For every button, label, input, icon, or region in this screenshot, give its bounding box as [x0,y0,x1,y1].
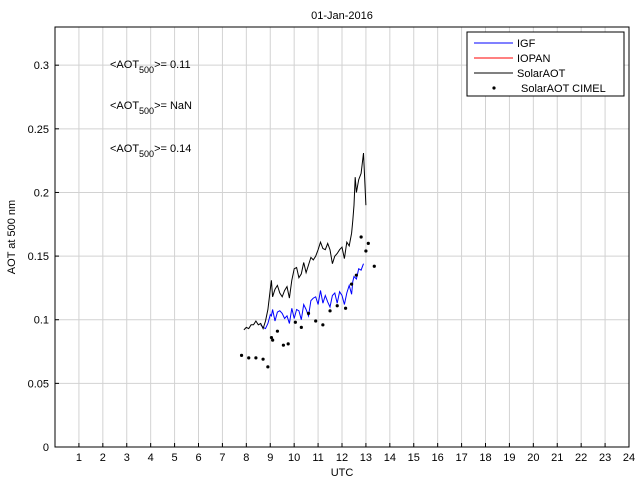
aot-annotation: <AOT500>= NaN [110,100,192,116]
x-tick-label: 8 [243,452,249,464]
x-tick-label: 7 [219,452,225,464]
x-tick-label: 18 [479,452,491,464]
data-point-solaraot-cimel [321,323,325,327]
x-tick-label: 17 [455,452,467,464]
data-point-solaraot-cimel [247,356,251,360]
data-point-solaraot-cimel [293,320,297,324]
x-tick-label: 19 [503,452,515,464]
x-tick-label: 20 [527,452,539,464]
y-tick-label: 0.2 [34,187,49,199]
y-tick-label: 0.15 [28,251,49,263]
x-tick-label: 15 [408,452,420,464]
annotations: <AOT500>= 0.11<AOT500>= NaN<AOT500>= 0.1… [110,59,192,159]
x-tick-label: 21 [551,452,563,464]
x-tick-label: 11 [312,452,323,464]
chart-title: 01-Jan-2016 [311,10,373,22]
x-tick-label: 13 [360,452,372,464]
x-tick-label: 22 [575,452,587,464]
aot-annotation: <AOT500>= 0.14 [110,143,191,159]
y-tick-label: 0.3 [34,60,49,72]
data-point-solaraot-cimel [271,338,275,342]
data-point-solaraot-cimel [343,306,348,310]
y-tick-label: 0.05 [28,378,49,390]
x-tick-label: 4 [148,452,154,464]
data-point-solaraot-cimel [354,273,358,277]
x-tick-label: 12 [336,452,348,464]
data-point-solaraot-cimel [286,342,290,346]
x-tick-label: 1 [76,452,82,464]
x-tick-label: 10 [288,452,300,464]
data-point-solaraot-cimel [275,329,280,333]
data-point-solaraot-cimel [266,365,270,369]
y-tick-label: 0 [43,442,49,454]
x-tick-label: 9 [267,452,273,464]
annotation-prefix: <AOT [110,100,139,112]
annotation-prefix: <AOT [110,59,139,71]
data-point-solaraot-cimel [239,353,244,357]
legend-label-igf: IGF [517,38,536,50]
x-tick-label: 6 [195,452,201,464]
annotation-subscript: 500 [139,106,154,116]
x-tick-label: 16 [432,452,444,464]
x-tick-label: 14 [384,452,396,464]
legend: IGF IOPAN SolarAOT SolarAOT CIMEL [466,31,625,97]
data-point-solaraot-cimel [359,235,363,239]
data-point-solaraot-cimel [299,325,303,329]
x-tick-label: 2 [100,452,106,464]
legend-label-solaraot-cimel: SolarAOT CIMEL [521,83,606,95]
y-tick-label: 0.1 [34,315,49,327]
legend-marker-solaraot-cimel [492,86,496,90]
data-point-solaraot-cimel [281,343,286,347]
y-axis-label: AOT at 500 nm [6,200,18,274]
annotation-value: >= NaN [154,100,192,112]
x-tick-label: 23 [599,452,611,464]
annotation-value: >= 0.14 [154,143,191,155]
annotation-value: >= 0.11 [154,59,191,71]
data-point-solaraot-cimel [364,249,368,253]
data-point-solaraot-cimel [349,282,354,286]
y-tick-label: 0.25 [28,124,49,136]
annotation-subscript: 500 [139,149,154,159]
data-point-solaraot-cimel [366,241,370,245]
data-point-solaraot-cimel [269,335,274,340]
data-point-solaraot-cimel [306,311,311,315]
annotation-subscript: 500 [139,65,154,75]
x-tick-label: 5 [172,452,178,464]
data-point-solaraot-cimel [261,357,265,361]
data-point-solaraot-cimel [335,304,339,308]
legend-label-iopan: IOPAN [517,53,550,65]
x-tick-label: 24 [623,452,635,464]
x-axis-label: UTC [331,467,354,479]
axis-ticks: 1 2 3 4 5 6 7 8 9 10 11 12 13 14 15 16 17 18 19 20 21 22 23 240… [28,60,636,464]
data-point-solaraot-cimel [372,264,376,268]
legend-label-solaraot: SolarAOT [517,68,566,80]
series-line-solaraot [243,152,367,331]
x-tick-label: 3 [124,452,130,464]
annotation-prefix: <AOT [110,143,139,155]
data-point-solaraot-cimel [328,309,332,313]
series-layer [239,152,376,369]
data-point-solaraot-cimel [254,356,258,360]
series-line-igf [260,263,364,330]
aot-annotation: <AOT500>= 0.11 [110,59,191,75]
data-point-solaraot-cimel [314,319,318,323]
